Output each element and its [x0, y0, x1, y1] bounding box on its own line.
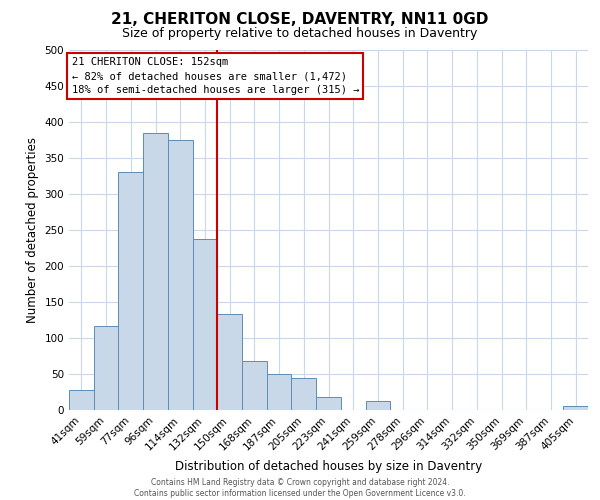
- Bar: [69, 390, 94, 410]
- Text: 21, CHERITON CLOSE, DAVENTRY, NN11 0GD: 21, CHERITON CLOSE, DAVENTRY, NN11 0GD: [112, 12, 488, 28]
- Bar: [267, 374, 292, 410]
- Bar: [365, 400, 390, 410]
- Text: Contains HM Land Registry data © Crown copyright and database right 2024.
Contai: Contains HM Land Registry data © Crown c…: [134, 478, 466, 498]
- Bar: [316, 397, 341, 410]
- Bar: [217, 314, 242, 410]
- Bar: [143, 133, 168, 410]
- Bar: [193, 238, 217, 410]
- Bar: [168, 140, 193, 410]
- Bar: [563, 406, 588, 410]
- Bar: [118, 172, 143, 410]
- X-axis label: Distribution of detached houses by size in Daventry: Distribution of detached houses by size …: [175, 460, 482, 473]
- Y-axis label: Number of detached properties: Number of detached properties: [26, 137, 39, 323]
- Bar: [292, 378, 316, 410]
- Bar: [94, 326, 118, 410]
- Text: Size of property relative to detached houses in Daventry: Size of property relative to detached ho…: [122, 28, 478, 40]
- Bar: [242, 361, 267, 410]
- Text: 21 CHERITON CLOSE: 152sqm
← 82% of detached houses are smaller (1,472)
18% of se: 21 CHERITON CLOSE: 152sqm ← 82% of detac…: [71, 57, 359, 95]
